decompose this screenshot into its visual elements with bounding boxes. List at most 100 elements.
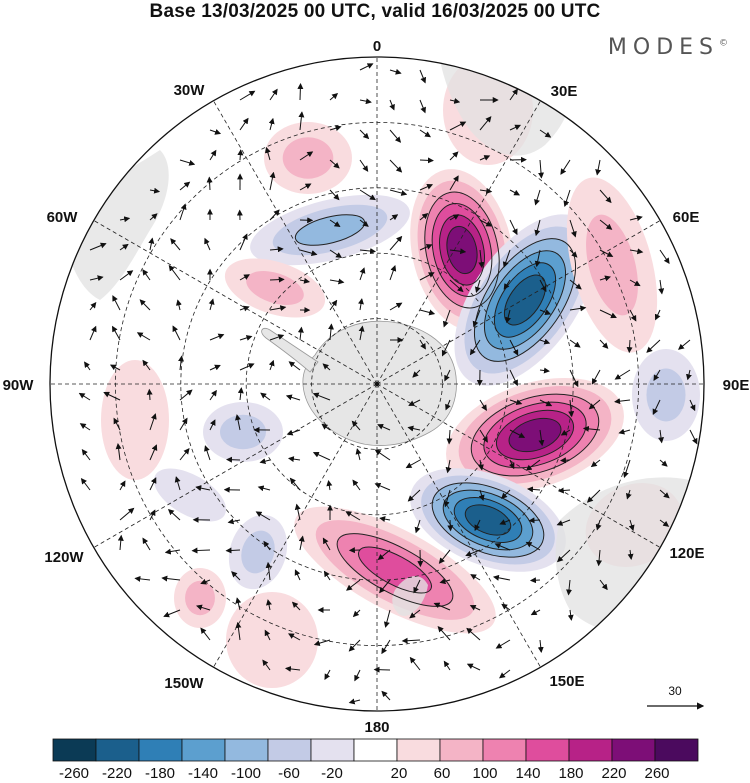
- wind-vector: [179, 417, 188, 431]
- colorbar-swatch: [52, 738, 97, 762]
- wind-vector: [149, 477, 157, 491]
- wind-vector: [119, 480, 126, 491]
- wind-vector: [175, 299, 182, 311]
- wind-vector: [599, 189, 612, 204]
- wind-vector: [195, 485, 211, 492]
- lon-label-150w: 150W: [164, 675, 204, 692]
- wind-vector: [191, 547, 211, 554]
- wind-vector: [291, 601, 301, 611]
- wind-vector: [629, 309, 637, 322]
- wind-vector: [534, 219, 541, 237]
- wind-vector: [359, 189, 376, 201]
- wind-vector: [329, 219, 341, 228]
- wind-vector: [591, 369, 601, 385]
- wind-vector: [582, 425, 601, 432]
- wind-vector: [297, 326, 304, 341]
- wind-vector: [322, 537, 331, 551]
- wind-vector: [329, 189, 340, 201]
- wind-vector: [322, 363, 331, 371]
- wind-vector: [470, 574, 481, 581]
- wind-vector: [408, 399, 421, 406]
- colorbar-swatch: [181, 738, 226, 762]
- contour-line: [508, 417, 562, 453]
- wind-vector: [263, 540, 271, 551]
- new-zealand-landmass: [392, 575, 428, 616]
- lon-label-60w: 60W: [47, 209, 79, 226]
- wind-vector: [200, 627, 211, 641]
- colorbar-label: 20: [391, 765, 408, 782]
- wind-vector: [508, 459, 515, 470]
- wind-vector: [79, 423, 91, 431]
- map-boundary: [49, 56, 705, 712]
- wind-vector: [566, 579, 573, 596]
- wind-vector: [237, 387, 244, 401]
- wind-vector: [149, 187, 161, 194]
- wind-vector: [419, 339, 426, 350]
- wind-vector: [359, 98, 372, 105]
- wind-vector: [499, 669, 511, 679]
- lon-label-120e: 120E: [669, 545, 704, 562]
- wind-vector: [599, 219, 613, 230]
- wind-vector: [654, 309, 661, 321]
- wind-vector: [209, 333, 225, 341]
- contour-line: [424, 191, 500, 309]
- wind-vector: [89, 242, 107, 251]
- wind-vector: [299, 277, 310, 284]
- wind-vector: [289, 477, 301, 491]
- colorbar-swatch: [525, 738, 570, 762]
- colorbar-swatch: [611, 738, 656, 762]
- colorbar-label: 140: [515, 765, 540, 782]
- wind-vector: [472, 309, 481, 328]
- wind-vector: [269, 276, 285, 283]
- wind-vector: [255, 511, 271, 521]
- wind-vector: [113, 417, 121, 431]
- colorbar-swatch: [95, 738, 140, 762]
- wind-vector: [509, 369, 518, 387]
- wind-vector: [494, 543, 511, 551]
- wind-vector: [231, 571, 241, 581]
- wind-vector: [383, 609, 391, 628]
- wind-vector: [509, 429, 526, 438]
- wind-vector: [209, 389, 217, 401]
- wind-vector: [348, 698, 361, 705]
- wind-vector: [167, 508, 181, 521]
- wind-vector: [196, 604, 211, 611]
- wind-vector: [466, 663, 481, 671]
- wind-vector: [346, 579, 361, 591]
- wind-vector: [119, 216, 131, 223]
- wind-vector: [112, 295, 121, 311]
- colorbar-label: -180: [145, 765, 175, 782]
- wind-vector: [264, 146, 271, 161]
- colorbar-swatch: [138, 738, 183, 762]
- anomaly-fill: [246, 271, 304, 305]
- wind-vector: [629, 279, 641, 287]
- wind-vector: [438, 549, 451, 564]
- wind-vector: [179, 181, 191, 191]
- colorbar-swatch: [568, 738, 613, 762]
- contour-line: [453, 497, 523, 543]
- wind-vector: [329, 249, 343, 259]
- wind-vector: [419, 157, 434, 164]
- wind-vector: [389, 99, 395, 111]
- lon-label-90e: 90E: [723, 377, 750, 394]
- wind-vector: [652, 399, 661, 416]
- wind-vector: [109, 364, 121, 371]
- wind-vector: [443, 489, 451, 508]
- wind-vector: [329, 299, 338, 311]
- wind-vector: [112, 325, 121, 341]
- wind-vector: [268, 117, 275, 131]
- wind-vector: [381, 639, 391, 655]
- wind-vector: [538, 159, 545, 179]
- antarctica-landmass: [302, 320, 457, 446]
- wind-vector: [81, 449, 91, 461]
- wind-vector: [659, 249, 670, 265]
- wind-vector: [321, 423, 331, 431]
- wind-vector: [539, 129, 552, 138]
- wind-vector: [569, 279, 582, 290]
- wind-vector: [119, 243, 129, 251]
- wind-vector: [286, 429, 301, 436]
- wind-vector: [235, 414, 241, 431]
- colorbar-label: -60: [278, 765, 300, 782]
- wind-vector: [407, 489, 421, 502]
